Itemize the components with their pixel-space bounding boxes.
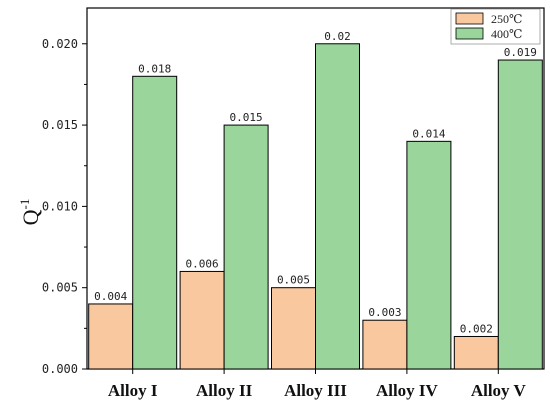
bar bbox=[132, 75, 178, 370]
data-label: 0.003 bbox=[368, 306, 401, 319]
data-label: 0.002 bbox=[460, 322, 493, 335]
x-tick-label: Alloy V bbox=[471, 381, 527, 400]
data-label: 0.015 bbox=[230, 111, 263, 124]
bar bbox=[453, 335, 499, 370]
bars bbox=[88, 43, 543, 370]
data-label: 0.019 bbox=[504, 46, 537, 59]
data-label: 0.02 bbox=[324, 30, 351, 43]
y-axis-label: Q-1 bbox=[17, 199, 43, 226]
y-axis: 0.000 0.005 0.010 0.015 0.020 bbox=[42, 37, 87, 376]
bar bbox=[223, 124, 269, 370]
legend-entry: 250℃ bbox=[491, 12, 522, 26]
data-label: 0.005 bbox=[277, 274, 310, 287]
legend-entry: 400℃ bbox=[491, 27, 522, 41]
data-label: 0.018 bbox=[138, 62, 171, 75]
data-label: 0.014 bbox=[412, 127, 445, 140]
legend-swatch bbox=[455, 12, 484, 25]
data-label: 0.004 bbox=[94, 290, 127, 303]
bar bbox=[362, 319, 408, 370]
bar bbox=[179, 270, 225, 370]
x-tick-label: Alloy IV bbox=[376, 381, 439, 400]
data-labels: 0.004 0.018 0.006 0.015 0.005 0.02 0.003 0.014 0… bbox=[94, 30, 537, 336]
y-axis-label-main: Q bbox=[18, 209, 43, 225]
y-tick-label: 0.015 bbox=[42, 118, 78, 132]
y-axis-label-superscript: -1 bbox=[17, 199, 32, 210]
bar bbox=[315, 43, 360, 370]
y-tick-label: 0.020 bbox=[42, 37, 78, 51]
x-tick-label: Alloy II bbox=[196, 381, 253, 400]
x-axis: Alloy I Alloy II Alloy III Alloy IV Alloy V bbox=[108, 369, 527, 400]
data-label: 0.006 bbox=[186, 257, 219, 270]
y-tick-label: 0.005 bbox=[42, 281, 78, 295]
bar bbox=[88, 303, 134, 370]
x-tick-label: Alloy III bbox=[284, 381, 347, 400]
y-tick-label: 0.000 bbox=[42, 362, 78, 376]
y-tick-label: 0.010 bbox=[42, 199, 78, 213]
legend-swatch bbox=[455, 27, 484, 40]
bar bbox=[406, 140, 452, 370]
bar bbox=[271, 287, 316, 370]
x-tick-label: Alloy I bbox=[108, 381, 158, 400]
bar bbox=[497, 59, 543, 370]
